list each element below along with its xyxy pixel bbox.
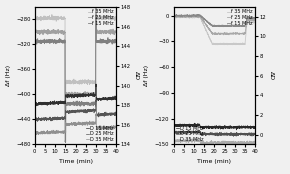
Y-axis label: ΔD: ΔD [269,71,274,80]
X-axis label: Time (min): Time (min) [59,159,93,164]
X-axis label: Time (min): Time (min) [197,159,231,164]
Y-axis label: Δf (Hz): Δf (Hz) [144,65,149,86]
Legend: D 15 MHz, D 25 MHz, D 35 MHz: D 15 MHz, D 25 MHz, D 35 MHz [176,125,204,142]
Y-axis label: Δf (Hz): Δf (Hz) [6,65,10,86]
Y-axis label: ΔD: ΔD [134,71,139,80]
Legend: D 15 MHz, D 25 MHz, D 35 MHz: D 15 MHz, D 25 MHz, D 35 MHz [86,125,114,142]
